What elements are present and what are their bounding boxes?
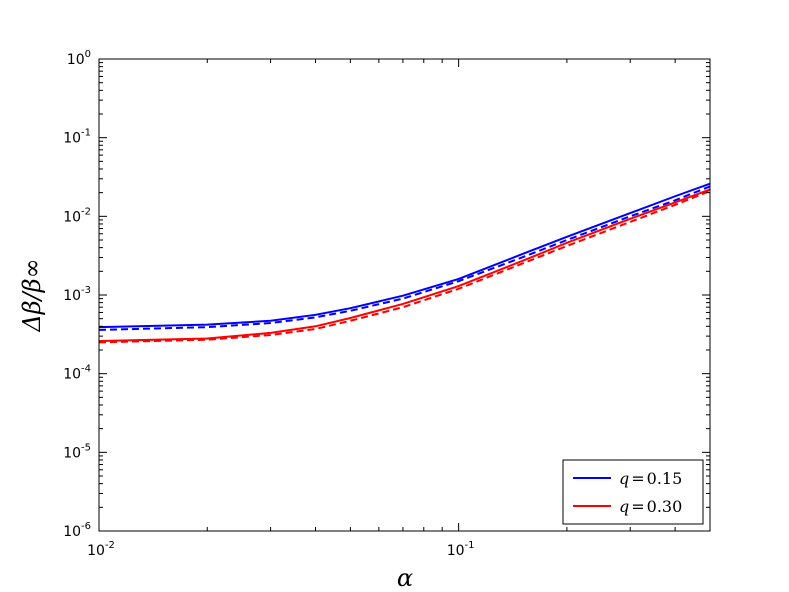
series-line-1-solid (99, 182, 710, 329)
y-tick-label-7: 10-6 (63, 521, 91, 540)
axis-ticks: 10-2 10-1 100 10-1 10-2 10-3 10-4 10-5 10-6 (63, 49, 711, 559)
y-tick-label-1: 100 (67, 49, 91, 68)
x-tick-label-2: 10-1 (447, 540, 475, 559)
series-line-2-dashed (99, 185, 710, 331)
x-tick-label-1: 10-2 (87, 540, 115, 559)
y-tick-label-3: 10-2 (63, 206, 91, 225)
y-tick-label-4: 10-3 (63, 285, 91, 304)
y-tick-label-2: 10-1 (63, 128, 91, 147)
legend-box (562, 459, 704, 525)
y-tick-label-6: 10-5 (63, 442, 91, 461)
plot-area (99, 182, 710, 344)
legend: q = 0.15 q = 0.30 (562, 459, 704, 525)
series-line-3-solid (99, 188, 710, 343)
y-axis-label: Δβ/β∞ (18, 258, 46, 332)
axis-labels: α Δβ/β∞ (18, 258, 413, 592)
legend-label-1: q = 0.15 (619, 469, 682, 488)
x-axis-label: α (397, 564, 413, 592)
y-tick-label-5: 10-4 (63, 364, 91, 383)
series-line-4-dashed (99, 190, 710, 344)
legend-label-2: q = 0.30 (619, 497, 682, 516)
